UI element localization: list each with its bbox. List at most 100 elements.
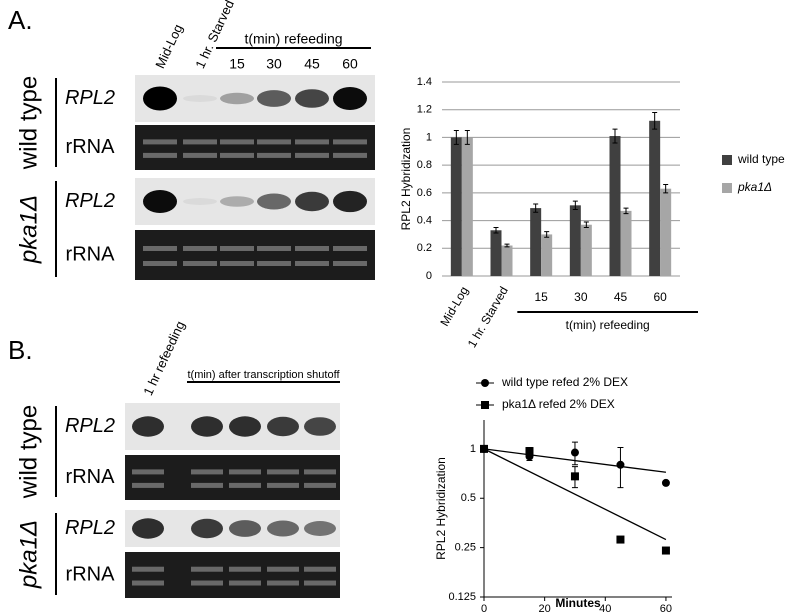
blot-band xyxy=(220,152,254,158)
blot-band xyxy=(257,152,291,158)
bar xyxy=(501,245,513,276)
blot-background xyxy=(125,552,340,598)
legend-swatch xyxy=(722,155,732,165)
blot-band xyxy=(257,90,291,107)
row-label: RPL2 xyxy=(65,190,115,212)
lane-label: 15 xyxy=(229,56,245,72)
category-group-label: t(min) refeeding xyxy=(566,318,650,332)
blot-band xyxy=(304,580,336,586)
blot-band xyxy=(220,92,254,105)
blot-band xyxy=(333,261,367,266)
x-tick-label: 45 xyxy=(614,290,628,304)
blot-band xyxy=(183,95,217,102)
error-bar xyxy=(583,221,589,228)
row-label: rRNA xyxy=(66,563,116,585)
error-bar xyxy=(533,203,539,213)
blot-band xyxy=(304,417,336,436)
legend-label: pka1Δ refed 2% DEX xyxy=(502,397,615,411)
point xyxy=(570,472,579,481)
blot-band xyxy=(191,580,223,586)
blot-background xyxy=(135,125,375,170)
blot-band xyxy=(143,139,177,145)
bar xyxy=(541,234,553,276)
y-tick-label: 1 xyxy=(426,131,432,143)
error-bar xyxy=(453,130,459,145)
blot-band xyxy=(304,566,336,572)
legend-swatch xyxy=(722,183,732,193)
error-bar xyxy=(464,130,470,145)
row-label: rRNA xyxy=(66,466,116,488)
x-tick-label: 60 xyxy=(653,290,667,304)
y-tick-label: 1.2 xyxy=(417,104,432,116)
blot-band xyxy=(183,152,217,158)
blot-band xyxy=(143,189,177,214)
point xyxy=(525,447,534,456)
blot-band xyxy=(267,482,299,488)
blot-band xyxy=(295,139,329,145)
bar xyxy=(450,137,462,276)
blot-band xyxy=(267,469,299,475)
blot-band xyxy=(191,566,223,572)
row-label: rRNA xyxy=(66,243,116,265)
blot-band xyxy=(257,193,291,210)
blot-band xyxy=(191,416,223,437)
blot-background xyxy=(135,230,375,280)
x-axis-label: Minutes xyxy=(555,596,601,610)
y-tick-label: 1 xyxy=(470,443,476,455)
blot-band xyxy=(183,139,217,145)
y-tick-label: 0.25 xyxy=(455,542,476,554)
bar xyxy=(490,230,502,276)
error-bar xyxy=(493,227,499,234)
bar xyxy=(649,120,661,276)
blot-band xyxy=(267,416,299,437)
error-bar xyxy=(572,200,578,210)
bar xyxy=(461,137,473,276)
lane-group-label: t(min) refeeding xyxy=(244,31,342,47)
blot-band xyxy=(132,469,164,475)
x-tick-label: 40 xyxy=(599,603,611,613)
bar xyxy=(609,136,621,276)
blot-band xyxy=(183,246,217,251)
y-tick-label: 0.125 xyxy=(448,591,476,603)
blot-band xyxy=(229,482,261,488)
point xyxy=(661,478,670,487)
y-axis-label: RPL2 Hybridization xyxy=(434,457,448,560)
blot-band xyxy=(295,152,329,158)
y-tick-label: 0.8 xyxy=(417,159,432,171)
error-bar xyxy=(504,243,510,248)
blot-band xyxy=(229,469,261,475)
blot-band xyxy=(229,520,261,537)
strain-label: pka1Δ xyxy=(15,520,42,589)
x-tick-label: 1 hr. Starved xyxy=(465,284,511,350)
blot-band xyxy=(220,261,254,266)
x-tick-label: Mid-Log xyxy=(437,284,471,329)
error-bar xyxy=(623,207,629,215)
legend-label: wild type xyxy=(737,152,785,166)
blot-band xyxy=(143,152,177,158)
blot-band xyxy=(257,139,291,145)
blot-band xyxy=(304,521,336,536)
blot-band xyxy=(267,580,299,586)
blot-band xyxy=(304,469,336,475)
blot-band xyxy=(333,190,367,213)
blot-band xyxy=(333,139,367,145)
bar xyxy=(580,224,592,276)
blot-band xyxy=(229,416,261,437)
row-label: rRNA xyxy=(66,136,116,158)
blot-band xyxy=(143,86,177,111)
y-tick-label: 0.2 xyxy=(417,242,432,254)
bar xyxy=(660,188,672,276)
fit-line xyxy=(483,448,667,541)
blot-band xyxy=(333,246,367,251)
blot-band xyxy=(257,246,291,251)
legend-label: pka1Δ xyxy=(737,180,772,194)
point xyxy=(570,448,579,457)
blot-band xyxy=(333,152,367,158)
blot-band xyxy=(267,566,299,572)
blot-band xyxy=(191,469,223,475)
x-tick-label: 60 xyxy=(660,603,672,613)
blot-band xyxy=(143,246,177,251)
blot-band xyxy=(333,86,367,111)
blot-band xyxy=(220,139,254,145)
